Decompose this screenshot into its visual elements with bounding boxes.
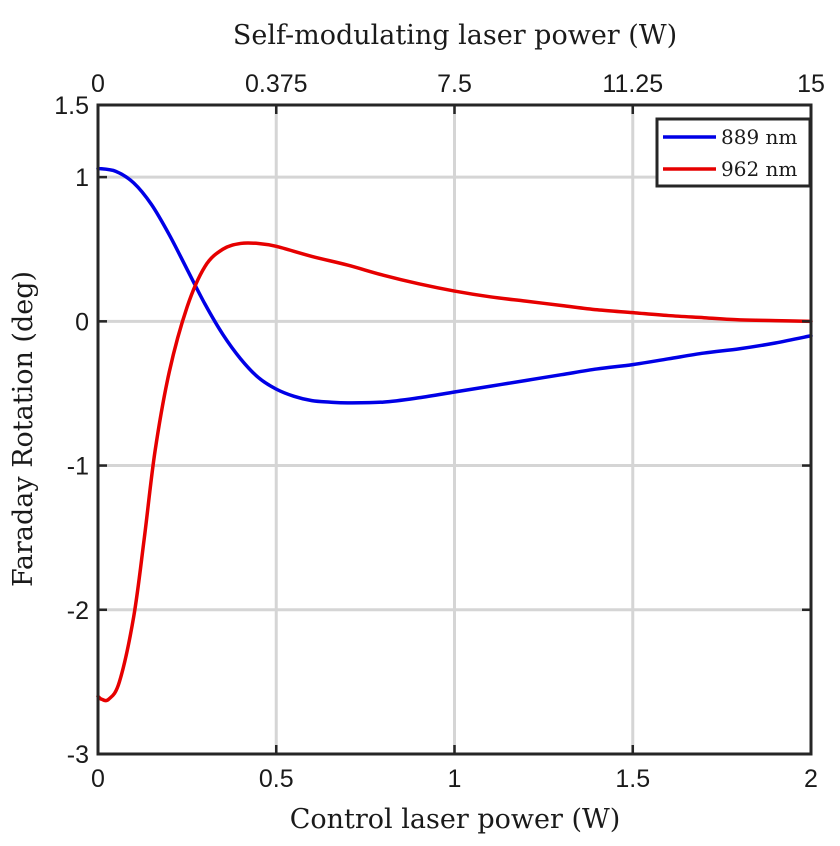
legend-box <box>655 117 812 188</box>
y-tick-label: 1.5 <box>54 92 89 120</box>
y-tick-label: -3 <box>67 741 89 769</box>
series-line-889nm <box>96 166 813 405</box>
y-axis-title: Faraday Rotation (deg) <box>8 271 39 587</box>
x-tick-label: 1 <box>448 765 462 793</box>
series-lines <box>96 166 813 703</box>
legend-label-889nm: 889 nm <box>721 125 797 149</box>
top-tick-label: 0.375 <box>245 70 308 98</box>
top-axis-title: Self-modulating laser power (W) <box>233 20 677 51</box>
y-tick-label: -1 <box>67 453 89 481</box>
y-tick-label: 0 <box>75 308 89 336</box>
legend: 889 nm 962 nm <box>655 117 812 188</box>
legend-label-962nm: 962 nm <box>721 157 797 181</box>
series-line-962nm <box>96 241 813 703</box>
x-axis-title: Control laser power (W) <box>290 804 621 835</box>
top-tick-label: 7.5 <box>437 70 472 98</box>
x-tick-label: 0.5 <box>259 765 294 793</box>
top-tick-label: 15 <box>797 70 825 98</box>
x-tick-label: 1.5 <box>615 765 650 793</box>
x-tick-label: 2 <box>804 765 818 793</box>
tick-labels: 0 0.5 1 1.5 2 0 0.375 7.5 11.25 15 -3 -2 -1 0 1 1.5 <box>54 70 825 793</box>
y-tick-label: -2 <box>67 597 89 625</box>
axis-ticks <box>96 103 813 756</box>
y-tick-label: 1 <box>75 164 89 192</box>
x-tick-label: 0 <box>91 765 105 793</box>
top-tick-label: 11.25 <box>602 70 663 98</box>
top-tick-label: 0 <box>91 70 105 98</box>
grid-lines <box>98 105 811 754</box>
